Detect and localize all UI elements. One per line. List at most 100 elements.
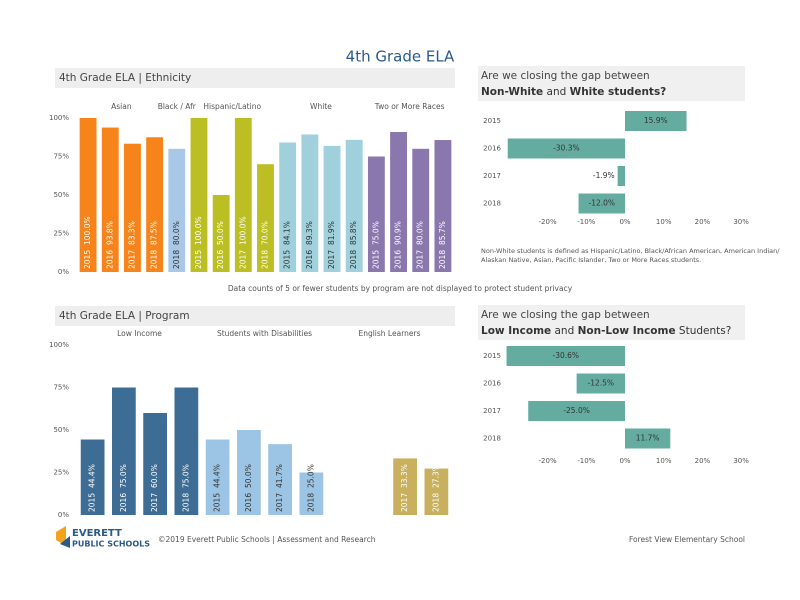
subtitle-part: and [543,86,569,98]
footer-text: ©2019 Everett Public Schools | Assessmen… [158,535,376,544]
group-label: White [310,102,332,111]
bar [625,111,687,131]
bar [146,137,164,272]
bar [268,444,292,515]
group-label: Low Income [117,329,162,338]
panel-title: Are we closing the gap between [481,309,650,321]
y-tick-label: 50% [53,191,69,199]
x-tick-label: 0% [619,457,630,465]
y-tick-label: 2018 [483,200,501,208]
bar-value-label: 44.4% [213,464,222,488]
bar-value-label: 80.0% [416,221,425,245]
bar-value-label: 75.0% [119,464,128,488]
group-label: Asian [111,102,132,111]
panel-subtitle: Non-White and White students? [481,86,666,98]
y-tick-label: 2017 [483,407,501,415]
bar-value-label: 80.0% [172,221,181,245]
group-label: Hispanic/Latino [203,102,261,111]
bar-year-label: 2017 [238,250,247,269]
x-tick-label: 30% [733,457,749,465]
bar [205,439,230,515]
y-tick-label: 2016 [483,145,501,153]
bar-value-label: 75.0% [371,221,380,245]
bar-value-label: 27.3% [431,464,440,488]
bar [174,387,199,515]
bar [257,164,274,272]
x-tick-label: 10% [656,218,672,226]
bar-year-label: 2018 [306,493,315,512]
bar-value-label: 83.3% [127,221,136,245]
x-tick-label: 0% [619,218,630,226]
y-tick-label: 75% [53,153,69,161]
bar [578,193,625,214]
bar [393,458,417,515]
panel-title: 4th Grade ELA | Program [59,310,190,322]
panel-header [55,306,455,326]
x-tick-label: -20% [539,457,557,465]
bar-value-label: 41.7% [275,464,284,488]
panel-header [55,68,455,88]
bar [80,439,105,515]
bar-year-label: 2016 [216,250,225,269]
bar-year-label: 2016 [305,250,314,269]
bar [301,134,319,272]
bar-value-label: 50.0% [244,464,253,488]
logo-text: PUBLIC SCHOOLS [72,540,150,549]
x-tick-label: 20% [695,218,711,226]
bar-value-label: 44.4% [88,464,97,488]
logo-icon [60,536,70,548]
subtitle-part: Students? [676,325,732,337]
bar-year-label: 2018 [431,493,440,512]
bar-value-label: 60.0% [150,464,159,488]
x-tick-label: 30% [733,218,749,226]
bar-value-label: 11.7% [636,434,660,443]
subtitle-part: White students? [570,86,667,98]
page-title: 4th Grade ELA [346,48,455,66]
logo [56,526,70,548]
bar [367,156,385,272]
bar-value-label: -30.6% [553,351,580,360]
bar-year-label: 2015 [283,250,292,269]
bar-value-label: -12.0% [589,199,616,208]
bar-value-label: 85.7% [438,221,447,245]
bar-value-label: 85.8% [349,221,358,245]
y-tick-label: 75% [53,384,69,392]
privacy-note: Data counts of 5 or fewer students by pr… [228,284,573,293]
x-tick-label: -20% [539,218,557,226]
bar [168,148,186,272]
bar [424,468,449,515]
bar-value-label: -25.0% [563,406,590,415]
bar-year-label: 2018 [261,250,270,269]
bar-year-label: 2015 [88,493,97,512]
bar-year-label: 2017 [416,250,425,269]
bar-year-label: 2018 [150,250,159,269]
group-label: English Learners [358,329,420,338]
bar [190,118,208,272]
bar-year-label: 2018 [349,250,358,269]
panel-title: 4th Grade ELA | Ethnicity [59,72,191,84]
y-tick-label: 50% [53,426,69,434]
bar [101,127,119,272]
y-tick-label: 2015 [483,352,501,360]
bar-year-label: 2015 [213,493,222,512]
bar-value-label: 50.0% [216,221,225,245]
bar [212,195,230,272]
bar-value-label: -1.9% [593,171,615,180]
logo-icon [56,526,66,546]
bar-year-label: 2018 [438,250,447,269]
panel-subtitle: Low Income and Non-Low Income Students? [481,325,731,337]
panel-header [478,66,745,101]
bar [390,132,407,272]
y-tick-label: 0% [58,511,69,519]
bar [323,145,341,272]
bar-value-label: 15.9% [644,116,668,125]
bar [112,387,136,515]
group-label: Black / Afr [158,102,197,111]
bar [143,413,167,515]
x-tick-label: -10% [577,457,595,465]
bar-year-label: 2016 [105,250,114,269]
subtitle-part: Low Income [481,325,551,337]
y-tick-label: 100% [49,341,69,349]
bar [507,138,625,159]
bar-value-label: 81.9% [327,221,336,245]
